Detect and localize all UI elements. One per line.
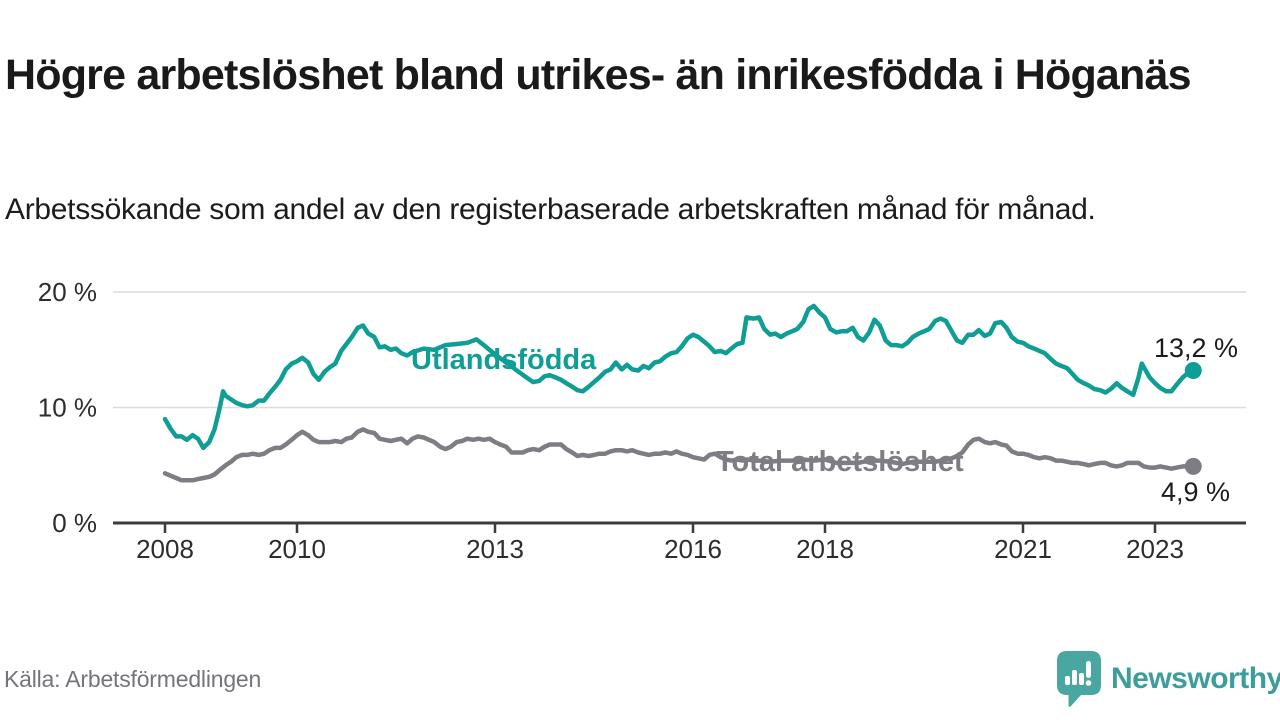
series-end-dot bbox=[1184, 457, 1202, 475]
source-attribution: Källa: Arbetsförmedlingen bbox=[4, 666, 262, 692]
exclamation-mark-stem bbox=[1086, 661, 1091, 678]
brand-name: Newsworthy bbox=[1111, 662, 1280, 695]
series-end-dot bbox=[1184, 362, 1202, 380]
page-title: Högre arbetslöshet bland utrikes- än inr… bbox=[5, 50, 1192, 99]
newsworthy-speech-bubble-bar-chart-icon bbox=[1057, 651, 1101, 707]
x-axis-tick-label: 2018 bbox=[796, 534, 854, 564]
x-axis-tick-label: 2008 bbox=[136, 534, 194, 564]
series-line-total bbox=[162, 427, 1196, 483]
series-end-value-label: 13,2 % bbox=[1154, 333, 1238, 363]
series-end-value-label: 4,9 % bbox=[1161, 477, 1230, 507]
y-axis-tick-label: 20 % bbox=[38, 277, 97, 307]
x-axis-group bbox=[113, 521, 1246, 533]
y-axis-tick-label: 10 % bbox=[38, 393, 97, 423]
x-axis-tick-label: 2021 bbox=[994, 534, 1052, 564]
exclamation-mark-dot bbox=[1085, 680, 1092, 686]
bar-chart-bar-tall bbox=[1072, 670, 1077, 685]
chart-subtitle: Arbetssökande som andel av den registerb… bbox=[5, 193, 1096, 226]
series-label-utlandsfodda: Utlandsfödda bbox=[411, 344, 597, 376]
y-axis-tick-label: 0 % bbox=[52, 508, 97, 538]
bar-chart-bar-medium bbox=[1079, 673, 1084, 685]
x-axis-tick-label: 2023 bbox=[1126, 534, 1184, 564]
x-axis-tick-label: 2010 bbox=[268, 534, 326, 564]
gridlines-group bbox=[113, 291, 1246, 409]
chart-labels-group: 0 % 10 % 20 % 2008 2010 2013 2016 2018 2021 2023 U… bbox=[38, 277, 1238, 564]
bar-chart-bar-small bbox=[1065, 676, 1070, 685]
x-axis-tick-label: 2016 bbox=[664, 534, 722, 564]
series-label-total: Total arbetslöshet bbox=[716, 446, 964, 478]
series-lines-group bbox=[162, 303, 1202, 483]
series-line-utlandsfodda bbox=[162, 303, 1196, 451]
x-axis-tick-label: 2013 bbox=[466, 534, 524, 564]
newsworthy-logo: Newsworthy bbox=[1056, 650, 1280, 708]
